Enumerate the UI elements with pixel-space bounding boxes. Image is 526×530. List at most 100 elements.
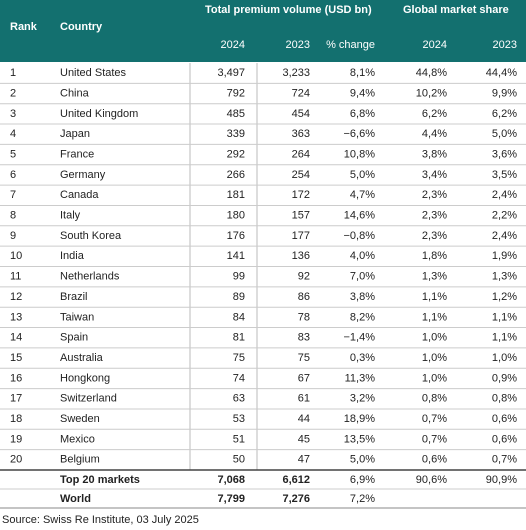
cell: 1,9%	[492, 250, 517, 262]
rank: 12	[10, 291, 22, 303]
rank: 4	[10, 128, 16, 140]
cell: 1,1%	[492, 311, 517, 323]
total-label: World	[60, 493, 91, 505]
cell: 2,3%	[422, 189, 447, 201]
cell: 3,8%	[422, 148, 447, 160]
cell: 5,0%	[350, 454, 375, 466]
header-year: 2024	[423, 39, 447, 51]
cell: 3,2%	[350, 393, 375, 405]
country: Mexico	[60, 433, 95, 445]
cell: 83	[298, 332, 310, 344]
cell: 141	[227, 250, 245, 262]
country: Belgium	[60, 454, 100, 466]
cell: 44	[298, 413, 310, 425]
total-label: Top 20 markets	[60, 474, 140, 486]
cell: 3,6%	[492, 148, 517, 160]
cell: 6,2%	[492, 108, 517, 120]
cell: 0,6%	[422, 454, 447, 466]
cell: 3,497	[217, 67, 245, 79]
rank: 11	[10, 271, 21, 283]
cell: 9,9%	[492, 87, 517, 99]
cell: 0,8%	[422, 393, 447, 405]
cell: 6,2%	[422, 108, 447, 120]
header-premium: Total premium volume (USD bn)	[205, 4, 372, 16]
cell: 172	[292, 189, 310, 201]
total-cell: 7,068	[217, 474, 245, 486]
cell: 0,7%	[422, 413, 447, 425]
cell: 1,2%	[492, 291, 517, 303]
cell: 2,2%	[492, 210, 517, 222]
cell: 10,8%	[344, 148, 375, 160]
country: Switzerland	[60, 393, 117, 405]
cell: 5,0%	[492, 128, 517, 140]
header-share: Global market share	[403, 4, 509, 16]
cell: 8,1%	[350, 67, 375, 79]
cell: 75	[233, 352, 245, 364]
cell: 10,2%	[416, 87, 447, 99]
cell: 363	[292, 128, 310, 140]
cell: 78	[298, 311, 310, 323]
rank: 13	[10, 311, 22, 323]
cell: 89	[233, 291, 245, 303]
country: Brazil	[60, 291, 88, 303]
cell: 792	[227, 87, 245, 99]
cell: 53	[233, 413, 245, 425]
cell: 1,0%	[422, 372, 447, 384]
cell: 0,9%	[492, 372, 517, 384]
header-year: 2023	[286, 39, 310, 51]
cell: 1,8%	[422, 250, 447, 262]
country: China	[60, 87, 90, 99]
cell: 176	[227, 230, 245, 242]
rank: 10	[10, 250, 22, 262]
cell: 44,4%	[486, 67, 517, 79]
cell: 7,0%	[350, 271, 375, 283]
cell: 45	[298, 433, 310, 445]
cell: 14,6%	[344, 210, 375, 222]
cell: 2,3%	[422, 210, 447, 222]
country: Sweden	[60, 413, 100, 425]
cell: 13,5%	[344, 433, 375, 445]
cell: 254	[292, 169, 310, 181]
cell: 47	[298, 454, 310, 466]
cell: 485	[227, 108, 245, 120]
cell: 724	[292, 87, 310, 99]
cell: 81	[233, 332, 245, 344]
rank: 17	[10, 393, 22, 405]
cell: 1,0%	[422, 332, 447, 344]
rank: 6	[10, 169, 16, 181]
source: Source: Swiss Re Institute, 03 July 2025	[2, 514, 199, 526]
rank: 8	[10, 210, 16, 222]
cell: 0,7%	[422, 433, 447, 445]
cell: 2,3%	[422, 230, 447, 242]
cell: 1,0%	[492, 352, 517, 364]
header-year: % change	[326, 39, 375, 51]
cell: 0,7%	[492, 454, 517, 466]
country: United States	[60, 67, 127, 79]
cell: 6,8%	[350, 108, 375, 120]
cell: 4,0%	[350, 250, 375, 262]
rank: 3	[10, 108, 16, 120]
total-cell: 7,276	[282, 493, 310, 505]
rank: 7	[10, 189, 16, 201]
rank: 5	[10, 148, 16, 160]
country: France	[60, 148, 94, 160]
total-cell: 7,2%	[350, 493, 375, 505]
cell: 3,233	[282, 67, 310, 79]
cell: 157	[292, 210, 310, 222]
cell: 292	[227, 148, 245, 160]
header-year: 2023	[493, 39, 517, 51]
cell: 8,2%	[350, 311, 375, 323]
cell: −0,8%	[344, 230, 376, 242]
cell: 2,4%	[492, 189, 517, 201]
rank: 1	[10, 67, 16, 79]
country: Italy	[60, 210, 81, 222]
rank: 18	[10, 413, 22, 425]
cell: 1,3%	[422, 271, 447, 283]
country: Netherlands	[60, 271, 120, 283]
country: South Korea	[60, 230, 122, 242]
cell: 4,4%	[422, 128, 447, 140]
cell: 264	[292, 148, 310, 160]
total-cell: 90,6%	[416, 474, 447, 486]
cell: 1,1%	[492, 332, 517, 344]
